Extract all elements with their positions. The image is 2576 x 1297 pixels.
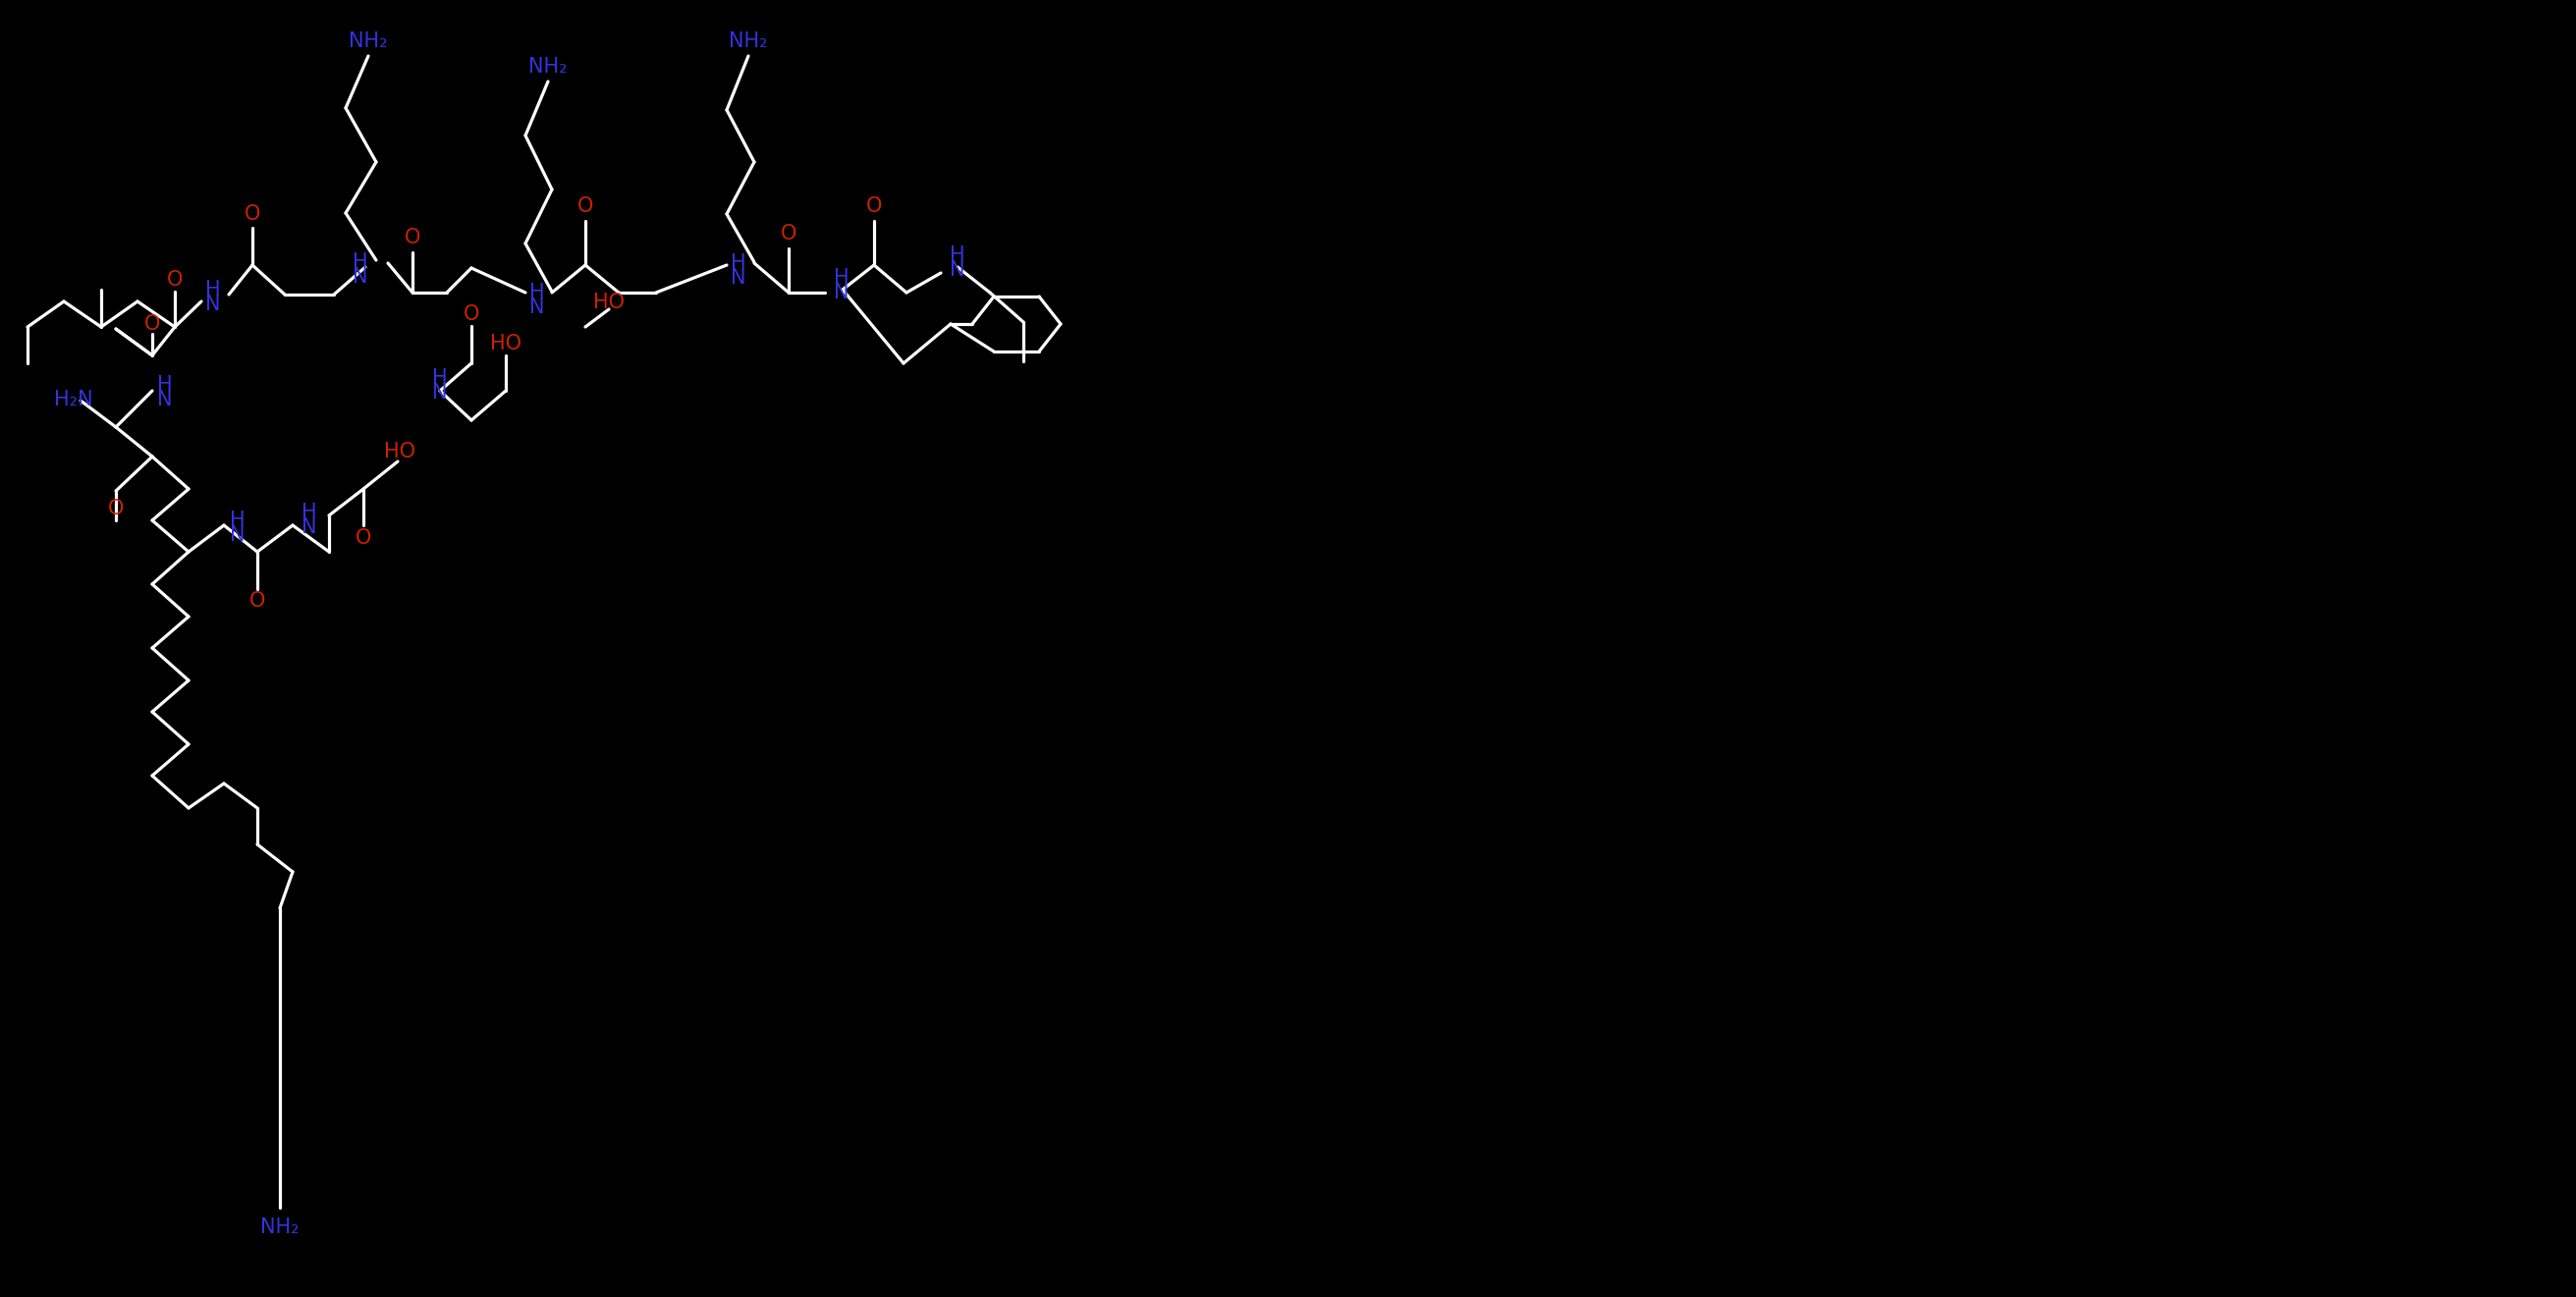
Text: N: N — [206, 294, 222, 314]
Text: N: N — [229, 525, 245, 545]
Text: H: H — [732, 253, 747, 272]
Text: NH₂: NH₂ — [260, 1218, 299, 1237]
Text: H: H — [157, 375, 173, 394]
Text: H: H — [531, 283, 546, 302]
Text: O: O — [144, 314, 160, 333]
Text: O: O — [355, 528, 371, 547]
Text: N: N — [353, 267, 368, 287]
Text: N: N — [433, 383, 448, 402]
Text: HO: HO — [489, 333, 520, 354]
Text: O: O — [577, 196, 592, 217]
Text: H₂N: H₂N — [54, 390, 93, 410]
Text: O: O — [866, 196, 881, 217]
Text: NH₂: NH₂ — [729, 31, 768, 51]
Text: H: H — [206, 280, 222, 300]
Text: O: O — [781, 224, 796, 244]
Text: H: H — [951, 245, 966, 265]
Text: N: N — [951, 261, 966, 280]
Text: NH₂: NH₂ — [528, 57, 567, 77]
Text: H: H — [229, 511, 245, 530]
Text: H: H — [353, 253, 368, 272]
Text: O: O — [250, 591, 265, 611]
Text: H: H — [835, 268, 850, 288]
Text: NH₂: NH₂ — [348, 31, 389, 51]
Text: O: O — [464, 305, 479, 324]
Text: O: O — [108, 499, 124, 519]
Text: N: N — [835, 283, 850, 302]
Text: H: H — [301, 503, 317, 523]
Text: O: O — [167, 270, 183, 289]
Text: H: H — [433, 368, 448, 388]
Text: O: O — [404, 228, 420, 248]
Text: N: N — [157, 390, 173, 410]
Text: HO: HO — [592, 293, 623, 313]
Text: HO: HO — [384, 442, 415, 462]
Text: N: N — [301, 518, 317, 537]
Text: N: N — [531, 297, 544, 318]
Text: N: N — [732, 268, 747, 288]
Text: O: O — [245, 204, 260, 224]
